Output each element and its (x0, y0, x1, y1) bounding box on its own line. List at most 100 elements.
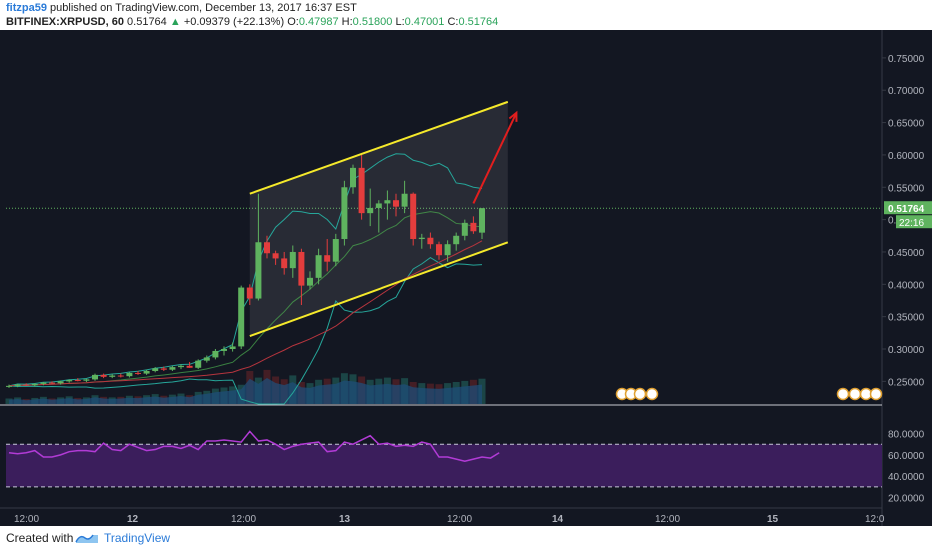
candle-body[interactable] (49, 382, 55, 384)
rsi-tick-label: 80.0000 (888, 430, 925, 441)
time-tick-label: 14 (552, 514, 564, 525)
last-price-tag-label: 0.51764 (888, 204, 925, 215)
candle-body[interactable] (6, 385, 12, 387)
channel-lower-line[interactable] (249, 241, 509, 338)
candle-body[interactable] (324, 255, 331, 262)
candle-body[interactable] (401, 193, 408, 207)
tradingview-brand[interactable]: TradingView (104, 531, 171, 545)
candle-body[interactable] (367, 207, 374, 214)
candle-body[interactable] (418, 237, 425, 240)
event-badge-icon[interactable] (836, 387, 850, 401)
high-label: H: (341, 16, 353, 28)
price-tick-label: 0.70000 (888, 86, 925, 97)
candle-body[interactable] (152, 368, 159, 372)
candle-body[interactable] (315, 255, 322, 278)
chart-background (0, 30, 932, 526)
candle-body[interactable] (298, 251, 305, 286)
symbol-label[interactable]: BITFINEX:XRPUSD, 60 (6, 16, 124, 28)
price-tick-label: 0.35000 (888, 313, 925, 324)
candle-body[interactable] (126, 372, 133, 377)
rsi-band-fill (6, 444, 882, 487)
event-badge-icon[interactable] (645, 387, 659, 401)
ohlc-line: BITFINEX:XRPUSD, 60 0.51764 ▲ +0.09379 (… (6, 16, 498, 28)
candle-body[interactable] (117, 375, 124, 377)
candle-body[interactable] (109, 375, 116, 377)
candle-body[interactable] (169, 367, 176, 370)
candle-body[interactable] (341, 187, 348, 240)
upper-band-line (8, 153, 483, 387)
candle-body[interactable] (92, 374, 98, 380)
candle-body[interactable] (264, 242, 270, 254)
open-value: 0.47987 (298, 16, 339, 28)
candle-body[interactable] (195, 360, 202, 368)
price-tick-label: 0.65000 (888, 119, 925, 130)
candle-body[interactable] (160, 368, 167, 370)
candle-body[interactable] (479, 208, 485, 233)
candle-body[interactable] (289, 251, 296, 269)
price-tick-label: 0.40000 (888, 280, 925, 291)
tradingview-logo-icon (75, 534, 98, 543)
time-tick-label: 12 (127, 514, 139, 525)
candle-body[interactable] (358, 167, 365, 214)
price-tick-label: 0.30000 (888, 345, 925, 356)
channel-upper-line[interactable] (249, 100, 509, 195)
event-badge-icon[interactable] (869, 387, 883, 401)
candle-body[interactable] (66, 380, 73, 382)
candle-body[interactable] (229, 346, 236, 350)
candle-body[interactable] (100, 374, 107, 377)
candle-body[interactable] (350, 167, 356, 188)
event-badge-icon[interactable] (848, 387, 862, 401)
countdown-tag (896, 215, 932, 229)
candle-body[interactable] (135, 372, 141, 374)
candle-body[interactable] (272, 253, 279, 259)
footer: Created with TradingView (0, 526, 932, 550)
candle-body[interactable] (57, 381, 64, 384)
candle-body[interactable] (14, 384, 21, 386)
candle-body[interactable] (375, 203, 382, 208)
publish-line: fitzpa59 published on TradingView.com, D… (6, 2, 357, 14)
target-arrow-line[interactable] (472, 112, 518, 204)
candle-body[interactable] (74, 380, 81, 382)
time-tick-label: 12:0 (865, 514, 885, 525)
last-price: 0.51764 (127, 16, 167, 28)
price-tick-label: 0.60000 (888, 151, 925, 162)
author-name[interactable]: fitzpa59 (6, 2, 47, 14)
price-change: +0.09379 (+22.13%) (183, 16, 285, 28)
candle-body[interactable] (238, 287, 245, 347)
candle-body[interactable] (436, 244, 442, 256)
rsi-tick-label: 40.0000 (888, 472, 925, 483)
candle-body[interactable] (470, 222, 477, 232)
candle-body[interactable] (83, 379, 90, 381)
candle-body[interactable] (23, 384, 30, 386)
candle-body[interactable] (212, 350, 219, 358)
candle-body[interactable] (40, 382, 47, 384)
candle-body[interactable] (143, 371, 150, 374)
candle-body[interactable] (255, 242, 262, 299)
candle-body[interactable] (461, 222, 468, 236)
candle-body[interactable] (281, 258, 288, 269)
candle-body[interactable] (307, 277, 313, 286)
candle-body[interactable] (393, 200, 399, 207)
candle-body[interactable] (178, 365, 184, 368)
countdown-label: 22:16 (899, 218, 924, 229)
candle-body[interactable] (186, 365, 193, 368)
price-tick-label: 0.75000 (888, 54, 925, 65)
candle-body[interactable] (384, 200, 391, 204)
candle-body[interactable] (203, 357, 210, 361)
time-tick-label: 13 (339, 514, 351, 525)
candle-body[interactable] (427, 237, 434, 245)
candle-body[interactable] (246, 287, 253, 299)
candle-body[interactable] (453, 235, 460, 245)
arrowhead-icon (508, 110, 518, 122)
open-label: O: (287, 16, 299, 28)
candle-body[interactable] (444, 244, 451, 256)
candle-body[interactable] (31, 383, 38, 386)
price-chart[interactable]: 0.750000.700000.650000.600000.550000.500… (0, 30, 932, 526)
candle-body[interactable] (332, 239, 339, 262)
event-badge-icon[interactable] (633, 387, 647, 401)
candle-body[interactable] (221, 349, 227, 351)
close-label: C: (447, 16, 459, 28)
time-tick-label: 12:00 (655, 514, 680, 525)
candle-body[interactable] (410, 193, 417, 240)
